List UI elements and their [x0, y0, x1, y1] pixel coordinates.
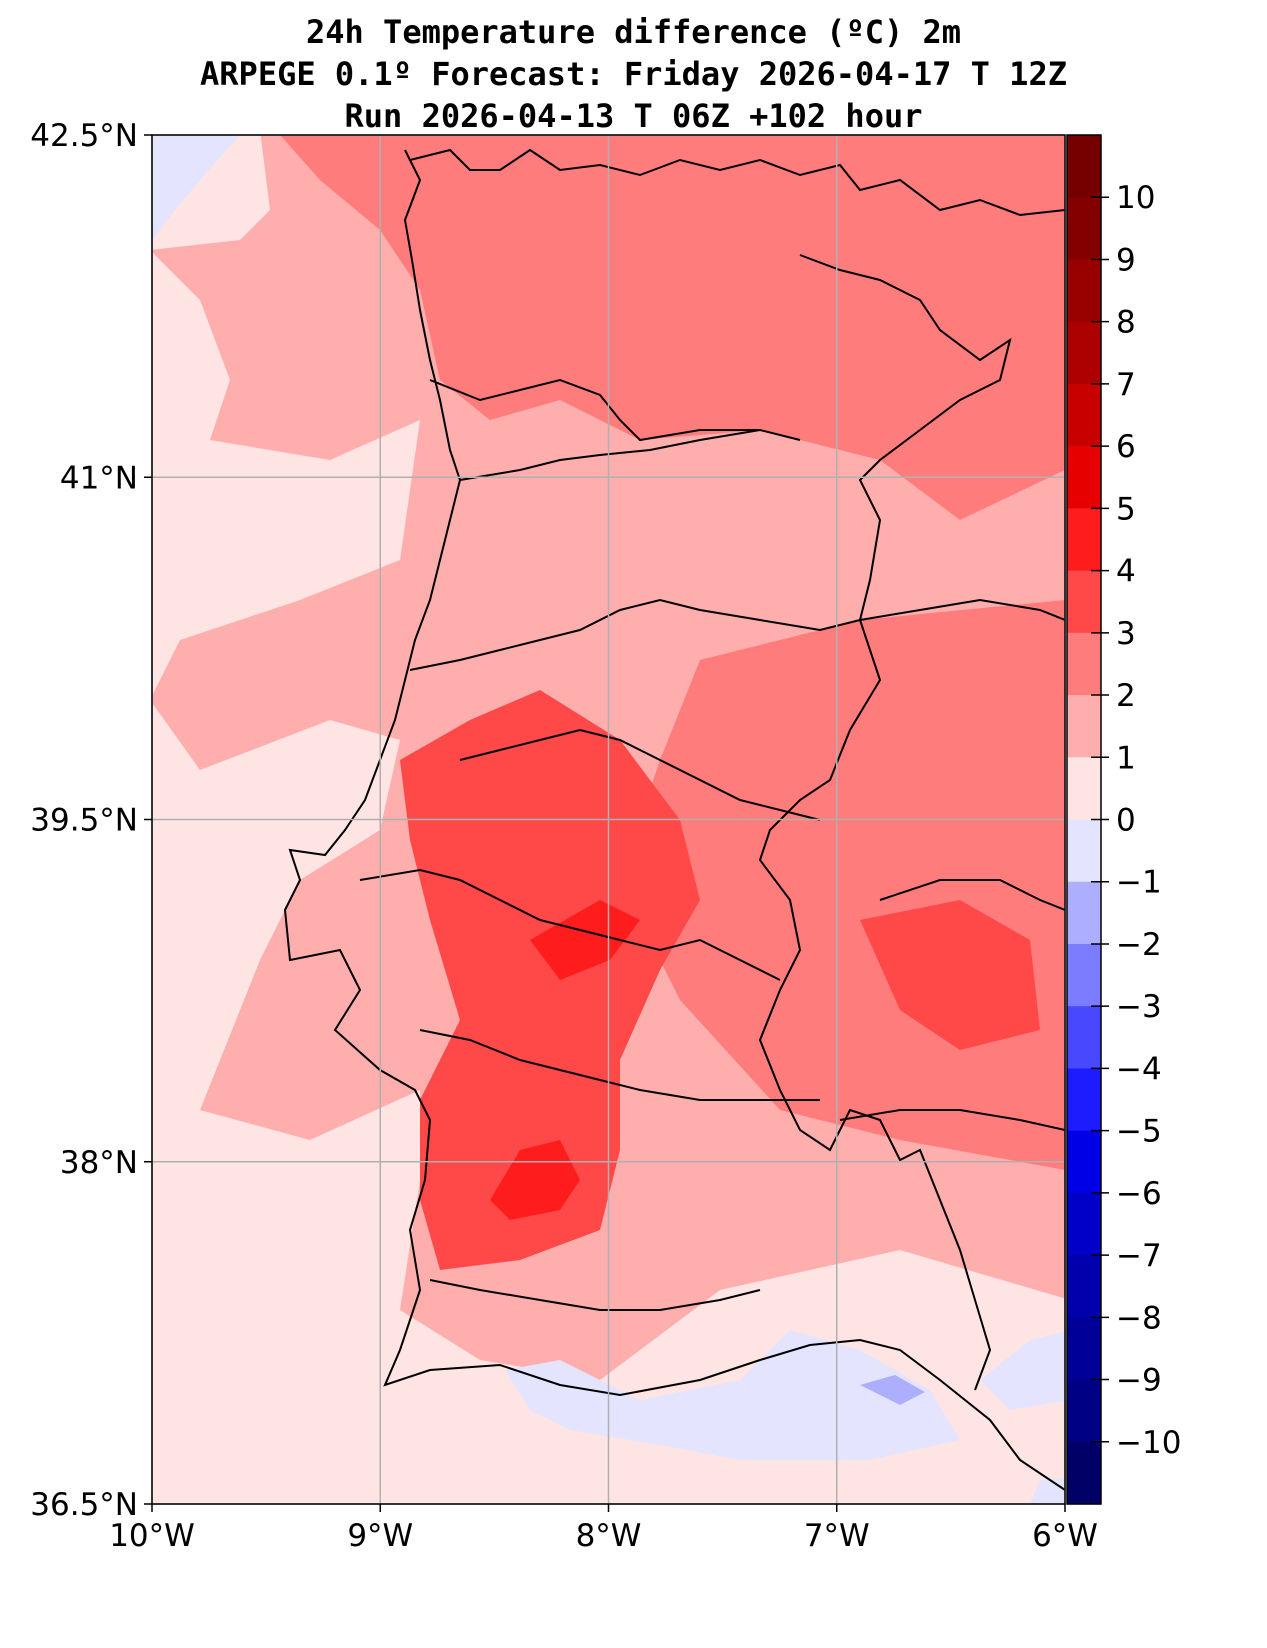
x-tick-label-2: 8°W [576, 1518, 642, 1554]
colorbar-band-4 [1067, 383, 1101, 447]
chart-title: 24h Temperature difference (ºC) 2m [305, 13, 962, 51]
temperature-field [152, 135, 1065, 1504]
north-border [409, 148, 1065, 217]
y-tick-label-4: 36.5°N [30, 1487, 138, 1523]
colorbar-band-15 [1067, 1068, 1101, 1132]
field-east-hotspot [860, 900, 1040, 1050]
field-gulf-cadiz-minimum [860, 1375, 925, 1405]
colorbar-tick-label-3: 7 [1116, 367, 1136, 403]
colorbar-band-7 [1067, 570, 1101, 634]
x-tick-label-0: 10°W [109, 1518, 195, 1554]
field-north-interior [280, 135, 1065, 520]
colorbar-tick-label-17: −7 [1116, 1238, 1162, 1274]
colorbar-band-1 [1067, 197, 1101, 261]
colorbar-band-16 [1067, 1130, 1101, 1194]
colorbar-tick-label-1: 9 [1116, 242, 1136, 278]
colorbar-band-13 [1067, 943, 1101, 1007]
spain-portugal-border [758, 254, 1012, 1391]
spain-province-border-3 [839, 1109, 1065, 1131]
colorbar-band-20 [1067, 1379, 1101, 1443]
spain-province-border [859, 598, 1065, 621]
colorbar-band-9 [1067, 695, 1101, 758]
colorbar-band-17 [1067, 1192, 1101, 1256]
district-border-b [459, 429, 761, 481]
colorbar-tick-label-7: 3 [1116, 616, 1136, 652]
colorbar-band-6 [1067, 508, 1101, 572]
colorbar-band-8 [1067, 632, 1101, 696]
colorbar-tick-label-12: −2 [1116, 927, 1162, 963]
district-border-e [359, 868, 781, 981]
colorbar-band-5 [1067, 446, 1101, 509]
colorbar-tick-label-15: −5 [1116, 1114, 1162, 1150]
colorbar-tick-label-19: −9 [1116, 1363, 1162, 1399]
colorbar-band-19 [1067, 1317, 1101, 1381]
field-se-coast-cooling [980, 1331, 1065, 1410]
colorbar-band-18 [1067, 1255, 1101, 1318]
colorbar-tick-label-5: 5 [1116, 491, 1136, 527]
run-info: Run 2026-04-13 T 06Z +102 hour [344, 97, 923, 135]
axes-ticks: 10°W 9°W 8°W 7°W 6°W 42.5°N 41°N 39.5°N 38°N 36.5… [30, 118, 1098, 1554]
field-nw-ocean-cooling [152, 135, 240, 240]
field-local-maximum-south [490, 1140, 580, 1220]
colorbar-tick-label-6: 4 [1116, 554, 1136, 590]
colorbar-band-0 [1067, 135, 1101, 198]
y-tick-label-3: 38°N [60, 1145, 138, 1181]
field-tagus-sado-basin [400, 690, 700, 1270]
district-border-c [409, 598, 861, 671]
coastline-and-borders [283, 148, 1065, 1491]
chart-subtitle: ARPEGE 0.1º Forecast: Friday 2026-04-17 … [200, 55, 1067, 93]
spain-province-border-2 [879, 879, 1065, 911]
field-south-coast-cooling [505, 1330, 960, 1460]
colorbar-band-2 [1067, 259, 1101, 323]
field-local-maximum-north [530, 900, 640, 980]
colorbar-tick-label-9: 1 [1116, 740, 1136, 776]
colorbar-tick-label-8: 2 [1116, 678, 1136, 714]
colorbar-tick-label-2: 8 [1116, 305, 1136, 341]
district-border-g [429, 1279, 761, 1311]
x-tick-label-4: 6°W [1032, 1518, 1098, 1554]
colorbar-band-11 [1067, 819, 1101, 883]
y-tick-label-0: 42.5°N [30, 118, 138, 154]
colorbar-band-14 [1067, 1006, 1101, 1070]
colorbar-band-12 [1067, 881, 1101, 945]
colorbar-band-3 [1067, 321, 1101, 385]
colorbar-tick-label-16: −6 [1116, 1176, 1162, 1212]
district-border-a [429, 378, 801, 442]
x-tick-label-3: 7°W [804, 1518, 870, 1554]
west-coastline [283, 149, 1065, 1491]
district-border-f [419, 1029, 820, 1101]
colorbar-tick-label-13: −3 [1116, 989, 1162, 1025]
district-border-d [459, 728, 821, 821]
colorbar-tick-label-14: −4 [1116, 1051, 1162, 1087]
colorbar-band-10 [1067, 757, 1101, 821]
colorbar-tick-label-4: 6 [1116, 429, 1136, 465]
x-tick-label-1: 9°W [347, 1518, 413, 1554]
y-tick-label-2: 39.5°N [30, 803, 138, 839]
colorbar-tick-label-0: 10 [1116, 180, 1155, 216]
colorbar-tick-label-18: −8 [1116, 1300, 1162, 1336]
y-tick-label-1: 41°N [60, 460, 138, 496]
colorbar-tick-label-11: −1 [1116, 865, 1162, 901]
colorbar-tick-label-10: 0 [1116, 803, 1136, 839]
colorbar-tick-label-20: −10 [1116, 1425, 1181, 1461]
colorbar-band-21 [1067, 1441, 1101, 1505]
